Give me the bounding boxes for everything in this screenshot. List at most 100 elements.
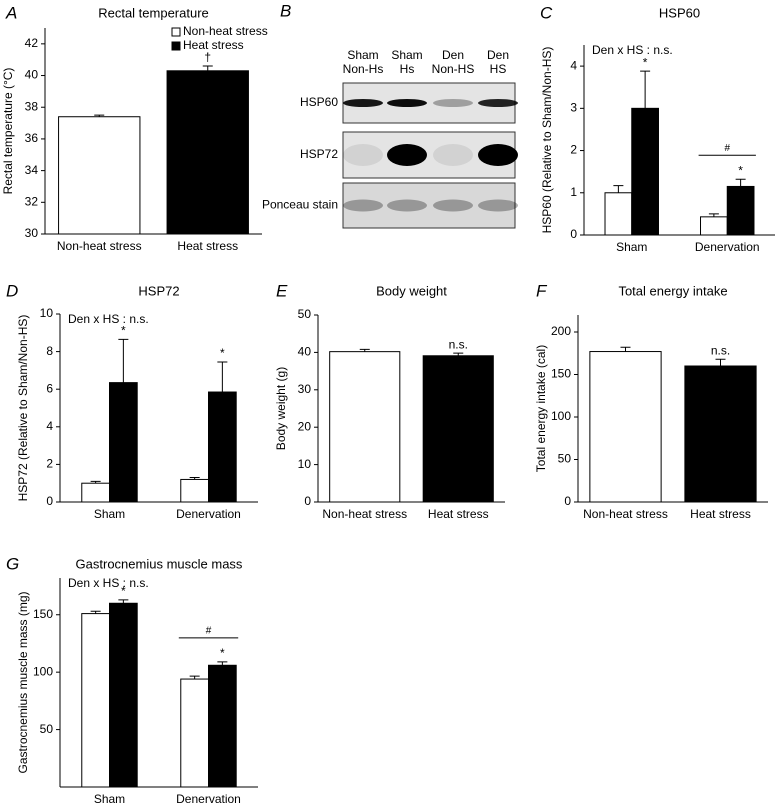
y-tick-label: 3: [570, 101, 577, 115]
chart-title: Rectal temperature: [98, 5, 209, 20]
panel-letter: E: [276, 281, 288, 300]
legend-label: Non-heat stress: [183, 24, 268, 38]
blot-band: [387, 144, 427, 166]
bar: [208, 664, 237, 788]
y-tick-label: 150: [551, 367, 571, 381]
bar: [81, 482, 110, 503]
error-bar: [94, 114, 105, 117]
blot-band: [478, 144, 518, 166]
y-tick-label: 32: [25, 194, 39, 208]
bar: [422, 355, 494, 503]
panel-letter: C: [540, 3, 553, 22]
y-tick-label: 30: [25, 226, 39, 240]
x-tick-label: Heat stress: [177, 239, 238, 253]
bracket-label: #: [206, 625, 212, 636]
error-bar: [90, 610, 101, 614]
bar: [58, 116, 141, 235]
y-tick-label: 50: [40, 722, 54, 736]
error-bar: [202, 65, 213, 71]
chart-title: HSP72: [138, 283, 179, 298]
error-bar: [735, 178, 746, 187]
x-tick-label: Non-heat stress: [583, 507, 668, 521]
blot-band: [433, 144, 473, 166]
y-tick-label: 38: [25, 99, 39, 113]
y-tick-label: 50: [558, 452, 572, 466]
error-bar: [359, 348, 370, 352]
blot-band: [343, 99, 383, 107]
legend-swatch: [171, 27, 181, 37]
y-tick-label: 2: [570, 143, 577, 157]
x-tick-label: Heat stress: [428, 507, 489, 521]
error-bar: [613, 185, 624, 193]
y-tick-label: 8: [46, 344, 53, 358]
bar: [180, 478, 209, 503]
annotation: Den x HS : n.s.: [68, 312, 149, 326]
lane-label: Den: [442, 48, 464, 62]
value-mark: *: [643, 55, 648, 69]
y-axis-label: Rectal temperature (°C): [1, 68, 15, 195]
y-tick-label: 36: [25, 131, 39, 145]
bar: [109, 602, 138, 788]
y-tick-label: 42: [25, 36, 39, 50]
bar: [208, 391, 237, 503]
bar: [604, 192, 633, 236]
chart-title: HSP60: [659, 5, 700, 20]
y-tick-label: 10: [298, 457, 312, 471]
value-mark: *: [220, 346, 225, 360]
blot-band: [387, 99, 427, 107]
blot-band: [478, 199, 518, 212]
error-bar: [620, 346, 631, 352]
x-tick-label: Non-heat stress: [322, 507, 407, 521]
bar: [631, 107, 659, 236]
blot-row-label: Ponceau stain: [262, 198, 338, 212]
blot-band: [433, 99, 473, 107]
y-tick-label: 40: [298, 345, 312, 359]
error-bar: [189, 675, 200, 680]
x-tick-label: Denervation: [176, 792, 241, 803]
blot-strip: [342, 182, 516, 229]
value-mark: *: [121, 584, 126, 598]
y-tick-label: 0: [564, 494, 571, 508]
y-tick-label: 0: [46, 494, 53, 508]
legend-label: Heat stress: [183, 38, 244, 52]
error-bar: [640, 70, 651, 109]
x-tick-label: Sham: [94, 792, 125, 803]
chart-title: Body weight: [376, 283, 447, 298]
bar: [726, 185, 755, 236]
error-bar: [90, 480, 101, 484]
lane-label: Hs: [400, 62, 415, 76]
y-axis-label: Total energy intake (cal): [534, 345, 548, 472]
x-tick-label: Sham: [616, 240, 647, 254]
x-tick-label: Non-heat stress: [57, 239, 142, 253]
blot-row-label: HSP60: [300, 95, 338, 109]
lane-label: Den: [487, 48, 509, 62]
error-bar: [715, 358, 726, 366]
blot-band: [478, 99, 518, 107]
bar: [109, 382, 138, 503]
error-bar: [189, 477, 200, 480]
blot-band: [433, 199, 473, 212]
bar: [166, 70, 249, 235]
panel-letter: B: [280, 1, 291, 20]
western-blot: B: [280, 1, 291, 20]
y-tick-label: 200: [551, 324, 571, 338]
y-tick-label: 40: [25, 68, 39, 82]
bracket-label: #: [724, 143, 730, 154]
annotation: Den x HS : n.s.: [592, 43, 673, 57]
panel-letter: A: [5, 3, 17, 22]
chart-title: Gastrocnemius muscle mass: [76, 556, 243, 571]
blot-band: [343, 144, 383, 166]
y-tick-label: 4: [570, 58, 577, 72]
error-bar: [453, 352, 464, 356]
y-tick-label: 100: [33, 664, 53, 678]
y-axis-label: HSP72 (Relative to Sham/Non-HS): [16, 315, 30, 502]
y-tick-label: 0: [570, 227, 577, 241]
blot-band: [343, 199, 383, 212]
lane-label: HS: [490, 62, 507, 76]
y-axis-label: Gastrocnemius muscle mass (mg): [16, 591, 30, 773]
y-tick-label: 2: [46, 457, 53, 471]
bar: [81, 613, 110, 788]
bar: [329, 351, 401, 503]
y-tick-label: 10: [40, 306, 54, 320]
